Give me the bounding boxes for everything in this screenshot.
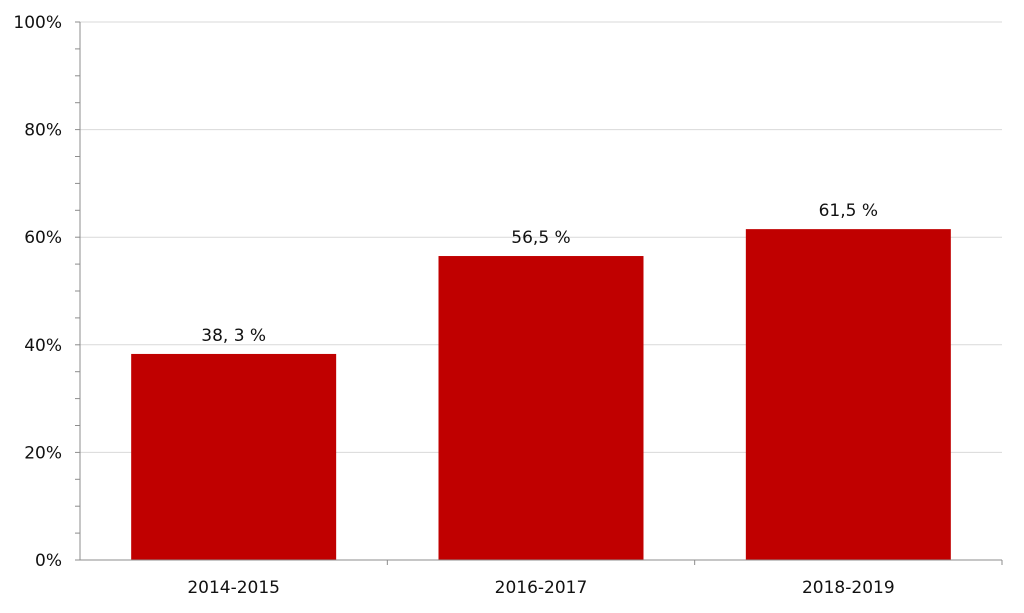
bars — [131, 229, 951, 560]
x-tick-label: 2018-2019 — [802, 578, 895, 598]
x-tick-label: 2014-2015 — [187, 578, 280, 598]
y-tick-label: 60% — [24, 228, 62, 248]
y-tick-label: 20% — [24, 443, 62, 463]
bar — [438, 256, 644, 560]
bar — [745, 229, 951, 560]
data-label: 61,5 % — [819, 201, 878, 221]
axes — [75, 21, 1003, 565]
data-label: 56,5 % — [511, 228, 570, 248]
y-tick-label: 100% — [13, 13, 62, 33]
y-tick-label: 0% — [35, 551, 62, 571]
data-label: 38, 3 % — [201, 326, 266, 346]
y-tick-label: 40% — [24, 336, 62, 356]
x-tick-label: 2016-2017 — [495, 578, 588, 598]
labels: 0% 20% 40% 60% 80% 100% 38, 3 % 2014-2015 56,5 %… — [13, 13, 894, 598]
bar — [131, 353, 337, 560]
y-tick-label: 80% — [24, 121, 62, 141]
